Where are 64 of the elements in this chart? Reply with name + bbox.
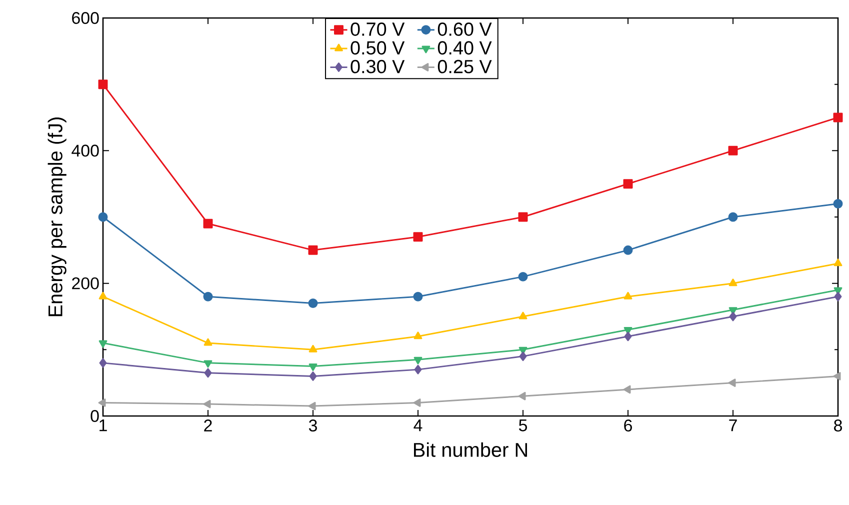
- point: [728, 378, 736, 388]
- x-tick-label: 6: [624, 420, 632, 432]
- x-tick-label: 8: [834, 420, 842, 432]
- legend-label: 0.30 V: [350, 60, 405, 74]
- y-tick-label: 400: [72, 144, 99, 157]
- legend-label: 0.40 V: [438, 41, 492, 55]
- x-tick-label: 3: [308, 420, 317, 432]
- point: [203, 292, 213, 302]
- point: [98, 340, 108, 348]
- point: [834, 292, 842, 302]
- point: [98, 292, 108, 300]
- point: [414, 332, 422, 340]
- point: [833, 112, 843, 122]
- point: [308, 364, 318, 371]
- point: [413, 232, 423, 242]
- point: [99, 358, 107, 368]
- y-tick-label: 0: [90, 410, 99, 422]
- x-tick-label: 7: [729, 420, 737, 432]
- point: [308, 245, 318, 255]
- point: [204, 368, 212, 378]
- point: [203, 400, 211, 408]
- point: [414, 364, 422, 374]
- x-tick-label: 5: [518, 420, 527, 432]
- point: [413, 292, 423, 302]
- point: [728, 212, 738, 222]
- legend-label: 0.50 V: [350, 41, 405, 55]
- y-tick-label: 600: [72, 12, 99, 24]
- legend-label: 0.70 V: [350, 22, 405, 36]
- x-axis-title: Bit number N: [414, 442, 527, 457]
- point: [729, 312, 737, 322]
- point: [98, 80, 108, 90]
- point: [833, 198, 843, 208]
- point: [728, 278, 738, 286]
- point: [98, 398, 106, 407]
- point: [834, 258, 842, 266]
- point: [98, 212, 108, 222]
- point: [308, 402, 316, 410]
- point: [308, 344, 318, 352]
- point: [204, 338, 212, 346]
- point: [728, 146, 738, 156]
- point: [203, 218, 213, 228]
- point: [518, 212, 528, 222]
- point: [309, 371, 317, 381]
- y-tick-label: 200: [72, 277, 99, 290]
- point: [833, 372, 841, 380]
- x-tick-label: 4: [414, 420, 422, 432]
- point: [624, 292, 632, 300]
- x-tick-label: 1: [100, 420, 107, 432]
- point: [623, 245, 633, 255]
- point: [518, 392, 526, 400]
- point: [308, 298, 318, 308]
- x-tick-label: 2: [204, 420, 212, 432]
- point: [204, 360, 212, 368]
- point: [624, 332, 632, 342]
- y-axis-title: Energy per sample (fJ): [48, 117, 66, 316]
- point: [414, 356, 422, 364]
- legend-label: 0.60 V: [438, 22, 492, 36]
- point: [623, 385, 631, 394]
- legend-label: 0.25 V: [438, 60, 492, 74]
- point: [518, 312, 528, 320]
- point: [413, 398, 421, 407]
- point: [623, 179, 633, 189]
- point: [518, 272, 528, 282]
- point: [519, 352, 527, 362]
